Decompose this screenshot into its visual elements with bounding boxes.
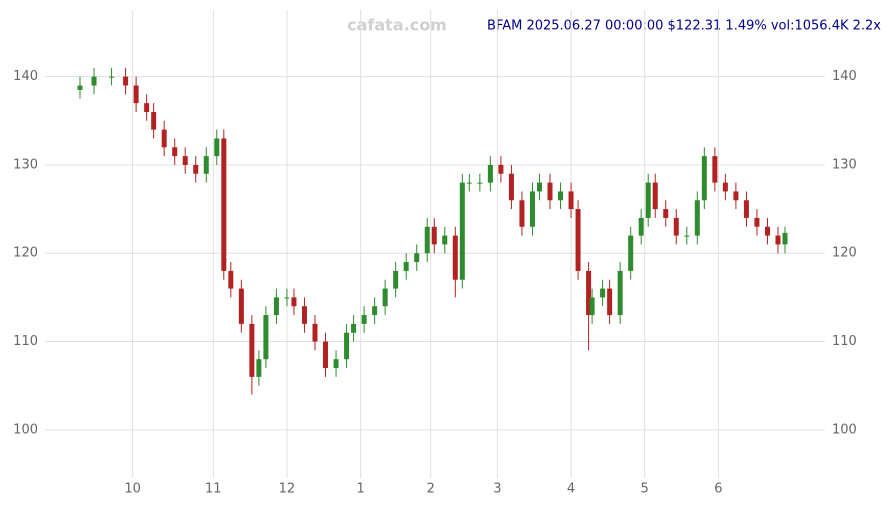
candle-body (782, 232, 788, 245)
candle-body (361, 315, 367, 324)
x-tick-label: 11 (205, 482, 222, 497)
candle-body (694, 200, 700, 236)
x-tick-label: 12 (279, 482, 296, 497)
candle-body (617, 270, 623, 316)
y-tick-label: 130 (13, 157, 38, 172)
chart-title: BFAM 2025.06.27 00:00:00 $122.31 1.49% v… (487, 19, 881, 34)
candle-body (263, 315, 269, 360)
y-tick-label-right: 140 (832, 69, 857, 84)
y-tick-label-right: 120 (832, 246, 857, 261)
candle-body (673, 217, 679, 236)
x-tick-label: 2 (427, 482, 435, 497)
x-tick-label: 10 (124, 482, 141, 497)
x-tick-label: 6 (714, 482, 722, 497)
candle-body (652, 182, 658, 210)
candle-body (214, 138, 220, 157)
candle-body (333, 359, 339, 369)
candle-body (712, 156, 718, 183)
candle-body (351, 323, 357, 333)
candle-body (558, 191, 564, 201)
watermark: cafata.com (347, 16, 447, 35)
candle-body (182, 156, 188, 165)
candle-body (151, 111, 157, 130)
candle-body (144, 103, 150, 112)
y-tick-label: 110 (13, 334, 38, 349)
candle-body (638, 217, 644, 236)
candle-body (519, 200, 525, 227)
candle-body (273, 297, 279, 316)
x-tick-label: 3 (493, 482, 501, 497)
candle-body (424, 226, 430, 254)
candle-body (589, 297, 595, 316)
candle-body (301, 306, 307, 324)
candle-body (547, 182, 553, 201)
candle-body (91, 76, 97, 86)
candle-body (764, 226, 770, 236)
candle-body (393, 270, 399, 289)
candle-body (628, 235, 634, 271)
candle-body (312, 323, 318, 342)
candle-body (733, 191, 739, 201)
candle-body (508, 173, 514, 201)
candle-body (228, 270, 234, 289)
candle-body (568, 191, 574, 210)
candle-body (743, 200, 749, 218)
candle-body (133, 85, 139, 104)
y-tick-label: 100 (13, 422, 38, 437)
candle-body (600, 288, 606, 298)
candle-body (203, 156, 209, 174)
x-tick-label: 4 (567, 482, 575, 497)
candle-body (477, 182, 483, 184)
candle-body (256, 359, 262, 377)
candle-body (431, 226, 437, 245)
candle-body (663, 209, 669, 218)
candle-body (607, 288, 613, 316)
candle-body (238, 288, 244, 324)
candle-body (775, 235, 781, 245)
x-tick-label: 5 (641, 482, 649, 497)
candle-body (291, 297, 297, 307)
candle-body (161, 129, 167, 148)
candle-body (459, 182, 465, 280)
candle-body (586, 270, 592, 316)
x-tick-label: 1 (356, 482, 364, 497)
candle-body (722, 182, 728, 192)
candle-body (249, 323, 255, 377)
candle-body (382, 288, 388, 307)
candle-body (442, 235, 448, 245)
candle-body (754, 217, 760, 227)
candle-body (466, 182, 472, 184)
candle-body (536, 182, 542, 192)
candle-body (414, 253, 420, 263)
candle-body (487, 164, 493, 183)
y-tick-label-right: 130 (832, 157, 857, 172)
y-tick-label-right: 100 (832, 422, 857, 437)
y-tick-label-right: 110 (832, 334, 857, 349)
candle-body (684, 235, 690, 237)
candle-body (221, 138, 227, 271)
y-tick-label: 140 (13, 69, 38, 84)
candle-body (452, 235, 458, 280)
candle-body (529, 191, 535, 227)
candle-body (498, 164, 504, 174)
y-tick-label: 120 (13, 246, 38, 261)
candle-body (109, 76, 115, 78)
candle-body (77, 85, 83, 90)
candle-body (344, 332, 350, 360)
candle-body (701, 156, 707, 201)
candle-body (193, 164, 199, 174)
candle-body (172, 147, 178, 157)
candle-body (123, 76, 129, 86)
candle-body (645, 182, 651, 218)
candle-body (284, 297, 290, 299)
candle-body (372, 306, 378, 316)
candle-body (403, 262, 409, 271)
candle-body (575, 209, 581, 271)
candle-body (323, 341, 329, 369)
